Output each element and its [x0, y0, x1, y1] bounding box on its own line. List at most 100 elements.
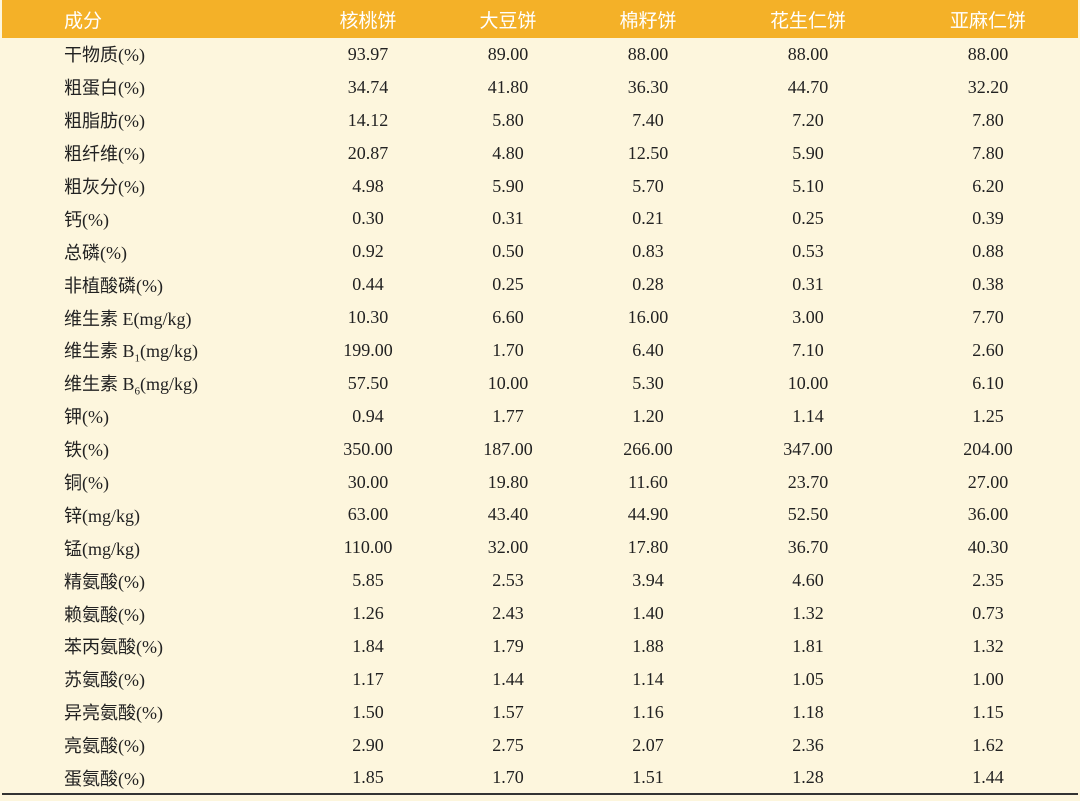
value-cell: 88.00 — [627, 43, 669, 64]
value-cell: 6.60 — [492, 307, 524, 328]
value-cell: 6.10 — [972, 372, 1004, 393]
value-cell: 187.00 — [483, 438, 533, 459]
row-label: 维生素 B1(mg/kg) — [2, 334, 298, 367]
value-cell: 0.38 — [972, 274, 1004, 295]
table-row: 维生素 B6(mg/kg) 57.50 10.00 5.30 10.00 6.10 — [2, 367, 1078, 400]
row-label: 蛋氨酸(%) — [64, 768, 145, 789]
row-label: 异亮氨酸(%) — [64, 703, 163, 724]
table-row: 非植酸磷(%) 0.44 0.25 0.28 0.31 0.38 — [2, 268, 1078, 301]
value-cell: 0.44 — [352, 274, 384, 295]
row-label: 赖氨酸(%) — [64, 604, 145, 625]
value-cell: 10.00 — [787, 372, 829, 393]
table-row: 粗灰分(%) 4.98 5.90 5.70 5.10 6.20 — [2, 170, 1078, 203]
table-row: 维生素 B1(mg/kg) 199.00 1.70 6.40 7.10 2.60 — [2, 334, 1078, 367]
value-cell: 1.17 — [352, 668, 384, 689]
value-cell: 266.00 — [623, 438, 673, 459]
value-cell: 52.50 — [787, 504, 829, 525]
value-cell: 10.00 — [487, 372, 529, 393]
header-cell: 亚麻仁饼 — [949, 10, 1026, 32]
value-cell: 1.15 — [972, 701, 1004, 722]
label-unit: (mg/kg) — [140, 373, 199, 394]
table-row: 锌(mg/kg) 63.00 43.40 44.90 52.50 36.00 — [2, 498, 1078, 531]
value-cell: 5.80 — [492, 109, 524, 130]
value-cell: 1.25 — [972, 405, 1004, 426]
value-cell: 1.51 — [632, 767, 664, 788]
value-cell: 36.70 — [787, 537, 829, 558]
table-row: 铜(%) 30.00 19.80 11.60 23.70 27.00 — [2, 466, 1078, 499]
value-cell: 44.70 — [787, 76, 829, 97]
row-label: 维生素 E(mg/kg) — [64, 308, 192, 329]
value-cell: 63.00 — [347, 504, 389, 525]
table-row: 钾(%) 0.94 1.77 1.20 1.14 1.25 — [2, 400, 1078, 433]
value-cell: 1.84 — [352, 635, 384, 656]
label-subscript: 6 — [134, 385, 141, 398]
value-cell: 1.44 — [492, 668, 524, 689]
label-unit: (mg/kg) — [140, 340, 199, 361]
value-cell: 2.60 — [972, 339, 1004, 360]
header-cell: 大豆饼 — [479, 10, 537, 32]
value-cell: 0.30 — [352, 208, 384, 229]
value-cell: 347.00 — [783, 438, 833, 459]
value-cell: 5.90 — [792, 142, 824, 163]
value-cell: 0.31 — [792, 274, 824, 295]
label-subscript: 1 — [134, 352, 141, 365]
value-cell: 2.90 — [352, 734, 384, 755]
table-row: 铁(%) 350.00 187.00 266.00 347.00 204.00 — [2, 433, 1078, 466]
label-text: 维生素 B — [64, 373, 135, 394]
label-text: 维生素 B — [64, 340, 135, 361]
value-cell: 0.21 — [632, 208, 664, 229]
value-cell: 44.90 — [627, 504, 669, 525]
table-row: 总磷(%) 0.92 0.50 0.83 0.53 0.88 — [2, 235, 1078, 268]
row-label: 铁(%) — [64, 440, 109, 461]
value-cell: 93.97 — [347, 43, 389, 64]
value-cell: 23.70 — [787, 471, 829, 492]
value-cell: 6.40 — [632, 339, 664, 360]
row-label: 铜(%) — [64, 473, 109, 494]
table-row: 锰(mg/kg) 110.00 32.00 17.80 36.70 40.30 — [2, 531, 1078, 564]
value-cell: 5.70 — [632, 175, 664, 196]
value-cell: 16.00 — [627, 307, 669, 328]
value-cell: 1.14 — [792, 405, 824, 426]
value-cell: 36.30 — [627, 76, 669, 97]
value-cell: 2.36 — [792, 734, 824, 755]
value-cell: 0.25 — [492, 274, 524, 295]
table-body: 干物质(%) 93.97 89.00 88.00 88.00 88.00 粗蛋白(%) 34.… — [2, 38, 1078, 795]
table-row: 赖氨酸(%) 1.26 2.43 1.40 1.32 0.73 — [2, 597, 1078, 630]
value-cell: 7.10 — [792, 339, 824, 360]
value-cell: 88.00 — [787, 43, 829, 64]
row-label: 非植酸磷(%) — [64, 275, 163, 296]
value-cell: 12.50 — [627, 142, 669, 163]
value-cell: 1.40 — [632, 603, 664, 624]
row-label: 维生素 B6(mg/kg) — [2, 367, 298, 400]
row-label: 干物质(%) — [64, 45, 145, 66]
row-label: 钙(%) — [64, 209, 109, 230]
value-cell: 2.75 — [492, 734, 524, 755]
value-cell: 41.80 — [487, 76, 529, 97]
value-cell: 5.30 — [632, 372, 664, 393]
row-label: 苯丙氨酸(%) — [64, 637, 163, 658]
table-row: 粗蛋白(%) 34.74 41.80 36.30 44.70 32.20 — [2, 71, 1078, 104]
value-cell: 1.14 — [632, 668, 664, 689]
value-cell: 43.40 — [487, 504, 529, 525]
table-row: 粗纤维(%) 20.87 4.80 12.50 5.90 7.80 — [2, 137, 1078, 170]
value-cell: 1.79 — [492, 635, 524, 656]
value-cell: 110.00 — [343, 537, 393, 558]
value-cell: 36.00 — [967, 504, 1009, 525]
value-cell: 1.70 — [492, 339, 524, 360]
value-cell: 19.80 — [487, 471, 529, 492]
value-cell: 2.53 — [492, 570, 524, 591]
value-cell: 5.85 — [352, 570, 384, 591]
value-cell: 0.31 — [492, 208, 524, 229]
table-row: 苏氨酸(%) 1.17 1.44 1.14 1.05 1.00 — [2, 663, 1078, 696]
value-cell: 4.80 — [492, 142, 524, 163]
row-label: 钾(%) — [64, 407, 109, 428]
value-cell: 89.00 — [487, 43, 529, 64]
value-cell: 2.07 — [632, 734, 664, 755]
value-cell: 1.18 — [792, 701, 824, 722]
value-cell: 1.00 — [972, 668, 1004, 689]
row-label: 亮氨酸(%) — [64, 736, 145, 757]
table-row: 亮氨酸(%) 2.90 2.75 2.07 2.36 1.62 — [2, 729, 1078, 762]
table-row: 异亮氨酸(%) 1.50 1.57 1.16 1.18 1.15 — [2, 696, 1078, 729]
value-cell: 0.88 — [972, 241, 1004, 262]
